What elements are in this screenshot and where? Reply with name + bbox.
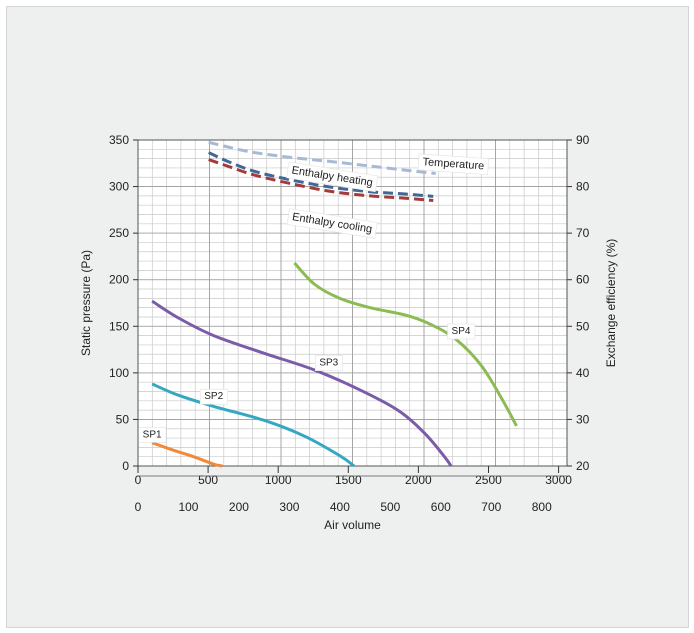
- series-label-box-sp3: [315, 355, 343, 371]
- series-label-sp1: SP1: [143, 429, 162, 440]
- y-tick-label: 300: [109, 180, 129, 194]
- y-tick-label: 150: [109, 319, 129, 333]
- y-tick-label: 50: [116, 412, 130, 426]
- y-tick-label: 200: [109, 273, 129, 287]
- y2-tick-label: 30: [576, 412, 590, 426]
- y2-tick-label: 60: [576, 273, 590, 287]
- x-top-tick-label: 500: [198, 473, 218, 487]
- y-tick-label: 350: [109, 133, 129, 147]
- x-bottom-tick-label: 700: [481, 500, 501, 514]
- y-tick-label: 100: [109, 366, 129, 380]
- x-bottom-tick-label: 0: [135, 500, 142, 514]
- series-label-group-temperature: Temperature: [417, 153, 490, 176]
- y2-tick-label: 80: [576, 180, 590, 194]
- y2-axis-title: Exchange efficiency (%): [604, 239, 618, 368]
- y-tick-label: 250: [109, 226, 129, 240]
- x-bottom-tick-label: 300: [279, 500, 299, 514]
- y2-tick-label: 20: [576, 459, 590, 473]
- series-label-box-sp2: [199, 388, 228, 405]
- series-line-enthalpy-heating: [208, 151, 434, 198]
- series-label-sp2: SP2: [204, 391, 223, 402]
- series-line-sp4: [293, 261, 518, 427]
- x-top-tick-label: 2000: [405, 473, 432, 487]
- x-bottom-tick-label: 600: [431, 500, 451, 514]
- series-label-box-sp4: [447, 323, 476, 340]
- x-top-tick-label: 0: [135, 473, 142, 487]
- series-label-box-enthalpy-heating: [286, 161, 379, 193]
- y2-tick-label: 90: [576, 133, 590, 147]
- x-bottom-tick-label: 400: [330, 500, 350, 514]
- y2-tick-label: 50: [576, 319, 590, 333]
- y2-tick-label: 70: [576, 226, 590, 240]
- series-label-sp4: SP4: [452, 326, 471, 337]
- chart-panel: 0 50 100 150 200 250 300 350 20 30 40 50 60 70 80 90 0 50…: [6, 6, 689, 628]
- series-line-temperature: [208, 140, 436, 176]
- series-label-box-temperature: [417, 153, 490, 176]
- y-tick-label: 0: [122, 459, 129, 473]
- x-top-tick-label: 1500: [335, 473, 362, 487]
- x-top-tick-label: 3000: [545, 473, 572, 487]
- x-bottom-tick-label: 100: [178, 500, 198, 514]
- x-top-tick-label: 1000: [265, 473, 292, 487]
- series-line-sp1: [151, 441, 223, 468]
- x-bottom-tick-label: 200: [229, 500, 249, 514]
- series-label-sp3: SP3: [319, 358, 338, 369]
- x-bottom-tick-label: 500: [380, 500, 400, 514]
- series-label-box-enthalpy-cooling: [286, 208, 378, 239]
- series-label-temperature: Temperature: [422, 156, 484, 172]
- y-axis-title: Static pressure (Pa): [79, 250, 93, 356]
- y2-tick-label: 40: [576, 366, 590, 380]
- series-line-sp3: [151, 299, 453, 467]
- chart: 0 50 100 150 200 250 300 350 20 30 40 50 60 70 80 90 0 50…: [79, 133, 618, 532]
- series-line-sp2: [151, 382, 355, 468]
- x-bottom-tick-label: 800: [532, 500, 552, 514]
- series-line-enthalpy-cooling: [208, 158, 434, 203]
- x-axis-title: Air volume: [324, 518, 381, 532]
- x-top-tick-label: 2500: [475, 473, 502, 487]
- series-label-box-sp1: [138, 427, 167, 443]
